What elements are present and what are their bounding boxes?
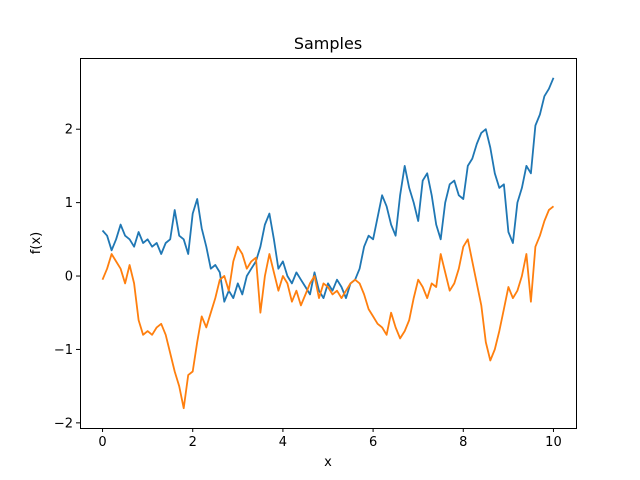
y-tick-label: −2 (54, 416, 73, 431)
x-tick-label: 0 (98, 435, 106, 450)
series-layer (101, 77, 555, 410)
x-tick-label: 8 (459, 435, 467, 450)
y-axis: −2 −1 0 1 2 (54, 123, 80, 431)
series-line-1 (101, 77, 555, 303)
y-tick-label: 2 (65, 123, 73, 138)
x-tick-label: 4 (279, 435, 287, 450)
x-tick-label: 10 (545, 435, 562, 450)
x-tick-label: 2 (189, 435, 197, 450)
chart-title: Samples (294, 34, 362, 53)
y-tick-label: 0 (65, 270, 73, 285)
y-tick-label: 1 (65, 196, 73, 211)
y-tick-label: −1 (54, 343, 73, 358)
x-tick-label: 6 (369, 435, 377, 450)
plot-frame (80, 58, 577, 429)
series-line-2 (101, 205, 555, 410)
y-axis-label: f(x) (29, 232, 44, 254)
x-axis-label: x (324, 455, 332, 470)
x-axis: 0 2 4 6 8 10 (98, 428, 562, 450)
